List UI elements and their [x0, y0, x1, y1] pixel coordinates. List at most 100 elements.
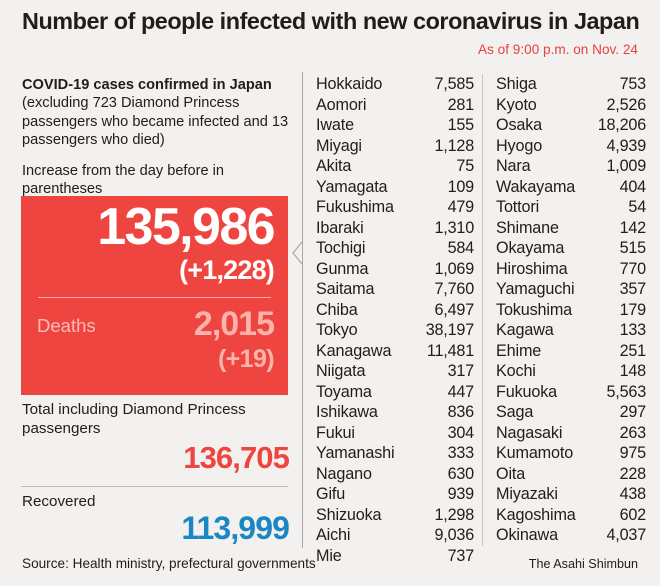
table-row: Tokushima 179: [496, 300, 646, 321]
total-including-value: 136,705: [183, 440, 290, 475]
prefecture-name: Aichi: [316, 526, 351, 544]
vertical-divider-columns: [482, 74, 483, 546]
page-title: Number of people infected with new coron…: [22, 8, 640, 34]
table-row: Hyogo 4,939: [496, 136, 646, 157]
prefecture-case-count: 75: [456, 157, 474, 175]
prefecture-case-count: 1,298: [434, 505, 474, 524]
recovered-value: 113,999: [181, 510, 290, 546]
table-row: Toyama 447: [316, 382, 474, 403]
prefecture-case-count: 1,009: [606, 157, 646, 175]
prefecture-column-middle: Hokkaido 7,585 Aomori 281 Iwate 155 Miyagi 1,12…: [316, 74, 474, 566]
prefecture-name: Nagasaki: [496, 423, 563, 442]
increase-note: Increase from the day before in parenthe…: [22, 163, 224, 197]
prefecture-case-count: 5,563: [606, 382, 646, 401]
lead-bold-text: COVID-19 cases confirmed in Japan: [22, 77, 272, 93]
table-row: Shiga 753: [496, 74, 646, 95]
lead-paragraph: COVID-19 cases confirmed in Japan (exclu…: [22, 76, 290, 150]
prefecture-case-count: 148: [619, 362, 647, 380]
prefecture-name: Yamanashi: [316, 444, 395, 462]
cases-highlight-panel: 135,986 (+1,228) Deaths 2,015 (+19): [21, 196, 288, 395]
prefecture-name: Kyoto: [496, 95, 537, 114]
table-row: Yamanashi 333: [316, 443, 474, 464]
table-row: Shimane 142: [496, 218, 646, 239]
prefecture-case-count: 1,128: [434, 136, 474, 155]
prefecture-case-count: 54: [628, 198, 646, 216]
prefecture-name: Ishikawa: [316, 403, 378, 421]
prefecture-name: Tochigi: [316, 239, 366, 257]
table-row: Fukuoka 5,563: [496, 382, 646, 403]
prefecture-name: Shizuoka: [316, 505, 382, 524]
prefecture-case-count: 404: [619, 177, 647, 196]
table-row: Fukushima 479: [316, 197, 474, 218]
deaths-total: 2,015: [193, 305, 275, 343]
prefecture-case-count: 281: [447, 95, 475, 114]
table-row: Ehime 251: [496, 341, 646, 362]
table-row: Aichi 9,036: [316, 525, 474, 546]
prefecture-case-count: 975: [619, 444, 647, 462]
prefecture-name: Ehime: [496, 341, 542, 360]
prefecture-case-count: 447: [447, 382, 475, 401]
prefecture-case-count: 4,037: [606, 526, 646, 544]
prefecture-case-count: 1,069: [434, 259, 474, 278]
prefecture-name: Aomori: [316, 95, 367, 114]
prefecture-name: Tokyo: [316, 321, 358, 339]
table-row: Chiba 6,497: [316, 300, 474, 321]
table-row: Kagoshima 602: [496, 505, 646, 526]
table-row: Saga 297: [496, 402, 646, 423]
prefecture-case-count: 438: [619, 485, 647, 503]
table-row: Ibaraki 1,310: [316, 218, 474, 239]
as-of-timestamp: As of 9:00 p.m. on Nov. 24: [478, 42, 638, 57]
prefecture-name: Okinawa: [496, 526, 558, 544]
confirmed-cases-delta: (+1,228): [179, 255, 275, 285]
prefecture-name: Kochi: [496, 362, 536, 380]
prefecture-case-count: 133: [619, 321, 647, 339]
recovered-label: Recovered: [22, 493, 96, 510]
table-row: Okayama 515: [496, 238, 646, 259]
prefecture-name: Toyama: [316, 382, 372, 401]
prefecture-case-count: 179: [619, 300, 647, 319]
prefecture-case-count: 479: [447, 198, 475, 216]
prefecture-case-count: 297: [619, 403, 647, 421]
table-row: Kagawa 133: [496, 320, 646, 341]
panel-divider: [38, 297, 271, 298]
prefecture-name: Tottori: [496, 198, 540, 216]
prefecture-case-count: 770: [619, 259, 647, 278]
prefecture-name: Gunma: [316, 259, 369, 278]
prefecture-name: Fukuoka: [496, 382, 558, 401]
prefecture-name: Mie: [316, 546, 342, 565]
prefecture-case-count: 7,585: [434, 75, 474, 93]
prefecture-name: Shiga: [496, 75, 537, 93]
table-row: Niigata 317: [316, 361, 474, 382]
table-row: Osaka 18,206: [496, 115, 646, 136]
table-row: Wakayama 404: [496, 177, 646, 198]
prefecture-name: Kumamoto: [496, 444, 574, 462]
table-row: Nara 1,009: [496, 156, 646, 177]
table-row: Hokkaido 7,585: [316, 74, 474, 95]
prefecture-name: Hyogo: [496, 136, 543, 155]
table-row: Miyazaki 438: [496, 484, 646, 505]
prefecture-name: Nara: [496, 157, 531, 175]
table-row: Fukui 304: [316, 423, 474, 444]
prefecture-name: Iwate: [316, 116, 354, 134]
prefecture-name: Saga: [496, 403, 534, 421]
prefecture-name: Kagoshima: [496, 505, 576, 524]
table-row: Gifu 939: [316, 484, 474, 505]
lead-rest-text: (excluding 723 Diamond Princess passenge…: [22, 95, 289, 149]
table-row: Oita 228: [496, 464, 646, 485]
prefecture-case-count: 142: [619, 218, 647, 237]
table-row: Miyagi 1,128: [316, 136, 474, 157]
prefecture-name: Yamaguchi: [496, 280, 575, 298]
publisher-credit: The Asahi Shimbun: [528, 557, 638, 571]
table-row: Mie 737: [316, 546, 474, 567]
prefecture-case-count: 109: [447, 177, 475, 196]
prefecture-case-count: 2,526: [606, 95, 646, 114]
prefecture-case-count: 155: [447, 116, 475, 134]
prefecture-case-count: 263: [619, 423, 647, 442]
table-row: Tochigi 584: [316, 238, 474, 259]
table-row: Nagano 630: [316, 464, 474, 485]
table-row: Kumamoto 975: [496, 443, 646, 464]
table-row: Kochi 148: [496, 361, 646, 382]
prefecture-name: Oita: [496, 464, 526, 483]
table-row: Kanagawa 11,481: [316, 341, 474, 362]
